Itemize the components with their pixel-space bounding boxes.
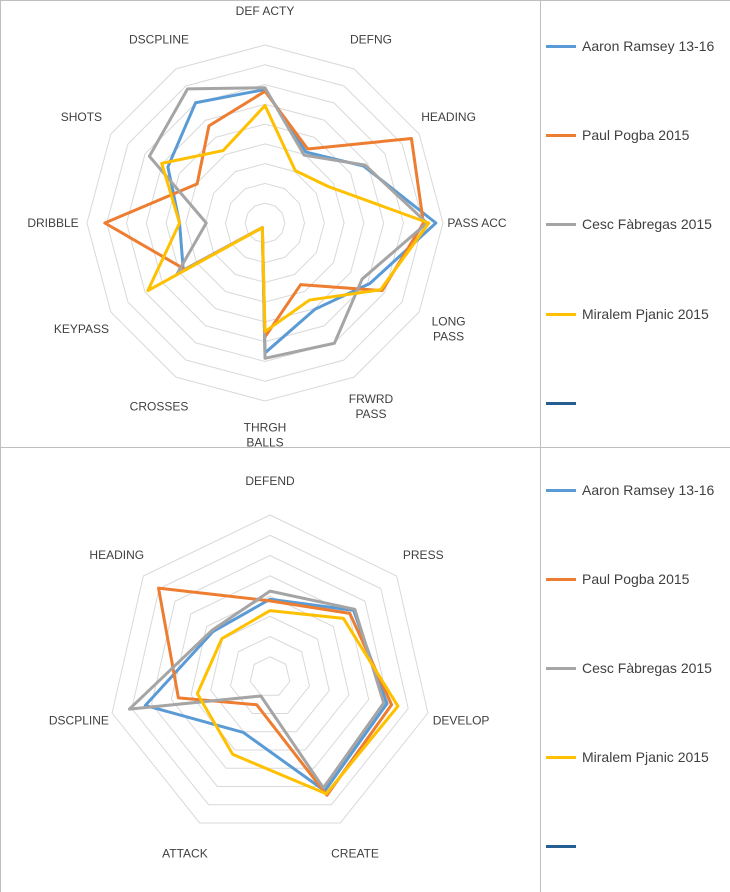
legend-swatch	[546, 133, 576, 137]
axis-label-line: CREATE	[331, 847, 379, 861]
axis-label-line: SHOTS	[61, 110, 102, 124]
series-line-pjanic	[146, 104, 431, 334]
legend-swatch	[546, 44, 576, 48]
legend-item-ramsey: Aaron Ramsey 13-16	[546, 480, 714, 500]
axis-label: PRESS	[403, 548, 444, 562]
axis-label: CREATE	[331, 847, 379, 861]
axis-label: HEADING	[421, 110, 476, 124]
legend-item-fabregas: Cesc Fàbregas 2015	[546, 658, 712, 678]
axis-label: SHOTS	[61, 110, 102, 124]
radar-panel-top: DEF ACTY DEFNG HEADING PASS ACC LONG PASS FRWR…	[0, 0, 730, 450]
axis-label-line: PASS	[433, 330, 464, 344]
axis-label-line: DRIBBLE	[27, 216, 78, 230]
axis-label-line: LONG	[432, 315, 466, 329]
axis-label-line: HEADING	[89, 548, 144, 562]
axis-label-line: PRESS	[403, 548, 444, 562]
legend-label: Aaron Ramsey 13-16	[582, 38, 715, 54]
legend-swatch	[546, 844, 576, 848]
legend-swatch	[546, 488, 576, 492]
series-line-fabregas	[147, 86, 429, 360]
legend-label: Cesc Fàbregas 2015	[582, 216, 712, 232]
grid-ring	[210, 615, 330, 733]
axis-label: DEVELOP	[433, 714, 490, 728]
axis-label: DEFNG	[350, 32, 392, 46]
axis-label: ATTACK	[162, 847, 208, 861]
axis-label-line: DEFNG	[350, 32, 392, 46]
grid-ring	[131, 534, 409, 806]
axis-label-line: HEADING	[421, 110, 476, 124]
axis-label-line: THRGH	[244, 421, 287, 435]
legend-label: Paul Pogba 2015	[582, 127, 690, 143]
grid-ring	[229, 635, 311, 714]
radar-chart-bottom: DEFEND PRESS DEVELOP CREATE ATTACK DSCPLINE HE…	[49, 474, 490, 861]
legend-swatch	[546, 755, 576, 759]
axis-label: DEF ACTY	[236, 4, 295, 18]
axis-label-line: DEFEND	[245, 474, 295, 488]
axis-label: HEADING	[89, 548, 144, 562]
legend-item-pjanic: Miralem Pjanic 2015	[546, 747, 709, 767]
axis-label: DSCPLINE	[49, 714, 109, 728]
axis-label-line: PASS	[355, 407, 386, 421]
radar-panel-bottom: DEFEND PRESS DEVELOP CREATE ATTACK DSCPLINE HE…	[0, 448, 730, 892]
grid-ring	[205, 163, 325, 283]
grid-ring	[111, 514, 429, 824]
grid-ring	[249, 656, 291, 696]
series-line-pogba	[157, 586, 394, 797]
axis-label: FRWRD PASS	[349, 392, 394, 421]
legend-item-extra	[546, 836, 582, 856]
axis-label-line: FRWRD	[349, 392, 394, 406]
legend-item-ramsey: Aaron Ramsey 13-16	[546, 36, 714, 56]
legend-swatch	[546, 312, 576, 316]
legend-label: Aaron Ramsey 13-16	[582, 482, 715, 498]
axis-label-line: DEVELOP	[433, 714, 490, 728]
legend-item-pjanic: Miralem Pjanic 2015	[546, 304, 709, 324]
legend-label: Miralem Pjanic 2015	[582, 306, 709, 322]
series-line-fabregas	[127, 589, 386, 790]
axis-label-line: CROSSES	[130, 400, 189, 414]
legend-swatch	[546, 666, 576, 670]
axis-label: DEFEND	[245, 474, 295, 488]
axis-label: LONG PASS	[432, 315, 466, 344]
legend-swatch	[546, 401, 576, 405]
panel-divider	[540, 1, 541, 447]
panel-divider	[540, 448, 541, 892]
legend-label: Miralem Pjanic 2015	[582, 749, 709, 765]
axis-label-line: DSCPLINE	[129, 32, 189, 46]
grid-ring	[170, 575, 370, 769]
grid-ring	[151, 554, 389, 787]
axis-label: CROSSES	[130, 400, 189, 414]
axis-label-line: PASS ACC	[447, 216, 506, 230]
grid-ring	[106, 64, 424, 382]
axis-label-line: DEF ACTY	[236, 4, 295, 18]
legend-item-pogba: Paul Pogba 2015	[546, 125, 689, 145]
legend-item-fabregas: Cesc Fàbregas 2015	[546, 214, 712, 234]
legend-swatch	[546, 577, 576, 581]
axis-label-line: BALLS	[246, 436, 283, 450]
legend-label: Cesc Fàbregas 2015	[582, 660, 712, 676]
axis-label: PASS ACC	[447, 216, 506, 230]
grid-ring	[86, 44, 444, 402]
axis-label-line: DSCPLINE	[49, 714, 109, 728]
radar-grid	[111, 514, 429, 824]
axis-label: THRGH BALLS	[244, 421, 287, 450]
axis-label-line: KEYPASS	[54, 322, 109, 336]
legend-label: Paul Pogba 2015	[582, 571, 690, 587]
series-line-pjanic	[195, 609, 400, 796]
grid-ring	[244, 202, 286, 244]
axis-label-line: ATTACK	[162, 847, 208, 861]
grid-ring	[224, 182, 306, 264]
grid-ring	[126, 84, 404, 362]
axis-label: DSCPLINE	[129, 32, 189, 46]
legend-swatch	[546, 222, 576, 226]
axis-label: KEYPASS	[54, 322, 109, 336]
axis-label: DRIBBLE	[27, 216, 78, 230]
legend-item-extra	[546, 393, 582, 413]
legend-item-pogba: Paul Pogba 2015	[546, 569, 689, 589]
